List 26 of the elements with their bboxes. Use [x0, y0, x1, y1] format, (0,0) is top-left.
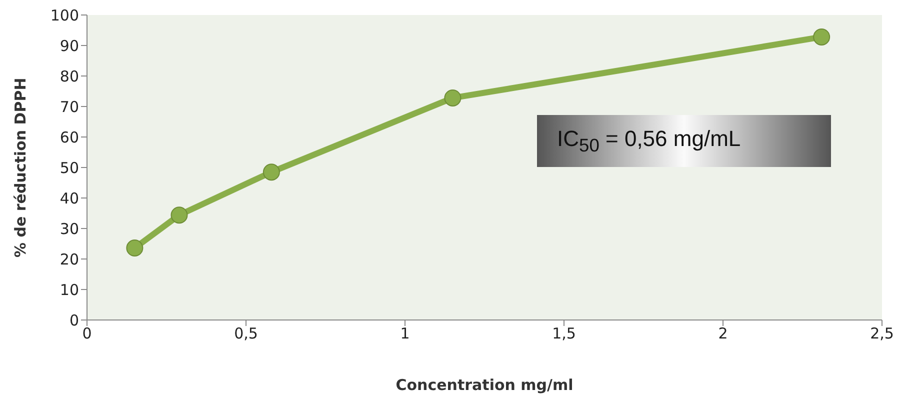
y-tick-label: 40	[60, 189, 79, 208]
y-tick-label: 10	[60, 280, 79, 299]
y-tick-label: 20	[60, 250, 79, 268]
y-tick-label: 70	[60, 98, 79, 116]
x-tick-label: 0	[82, 324, 92, 343]
x-tick-label: 1	[400, 324, 410, 343]
point	[444, 89, 462, 106]
y-tick-label: 100	[50, 6, 79, 24]
y-tick-label: 60	[60, 128, 79, 146]
x-tick-label: 1,5	[552, 324, 576, 343]
y-tick-label: 90	[60, 36, 79, 55]
x-tick-label: 2,5	[870, 324, 894, 343]
annotation: IC$_{50}$ = 0,56 mg/mL	[557, 126, 741, 156]
x-tick-label: 2	[718, 324, 728, 343]
y-tick-label: 0	[69, 311, 79, 330]
text-box: IC$_{50}$ = 0,56 mg/mL	[537, 115, 831, 167]
point	[262, 164, 280, 181]
y-tick-label: 80	[60, 67, 79, 86]
x-tick-label: 0,5	[234, 324, 258, 343]
y-tick-label: 30	[60, 220, 79, 238]
y-axis-title: % de réduction DPPH	[11, 78, 30, 258]
y-tick-label: 50	[60, 158, 79, 177]
point	[170, 206, 188, 224]
point	[813, 28, 830, 46]
x-axis-title: Concentration mg/ml	[396, 376, 574, 394]
point	[126, 240, 144, 257]
